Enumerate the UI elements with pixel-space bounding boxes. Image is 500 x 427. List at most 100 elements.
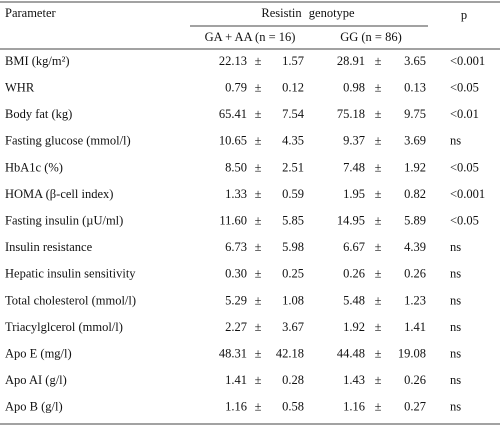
mean-1: 1.41 [225, 373, 247, 387]
p-value: ns [450, 267, 461, 281]
mean-2: 75.18 [337, 107, 365, 121]
mean-2: 0.98 [343, 80, 365, 94]
plus-minus: ± [255, 107, 262, 121]
sd-1: 1.08 [282, 293, 304, 307]
sd-1: 1.57 [282, 54, 304, 68]
plus-minus: ± [255, 320, 262, 334]
group-header: Resistin genotype [261, 6, 355, 20]
plus-minus: ± [255, 293, 262, 307]
parameter: Apo E (mg/l) [5, 346, 72, 360]
parameter: HbA1c (%) [5, 160, 63, 174]
sd-2: 0.26 [404, 267, 426, 281]
parameter: BMI (kg/m²) [5, 54, 70, 68]
sd-2: 3.65 [404, 54, 426, 68]
parameter: Body fat (kg) [5, 107, 72, 121]
p-value: ns [450, 293, 461, 307]
mean-2: 9.37 [343, 134, 365, 148]
p-value: ns [450, 240, 461, 254]
plus-minus: ± [375, 213, 382, 227]
mean-1: 48.31 [219, 346, 247, 360]
parameter: HOMA (β-cell index) [5, 187, 113, 201]
mean-2: 7.48 [343, 160, 365, 174]
parameter: Fasting glucose (mmol/l) [5, 134, 131, 148]
plus-minus: ± [255, 160, 262, 174]
plus-minus: ± [255, 267, 262, 281]
parameter: Apo AI (g/l) [5, 373, 67, 387]
sd-1: 4.35 [282, 134, 304, 148]
plus-minus: ± [255, 134, 262, 148]
plus-minus: ± [375, 160, 382, 174]
sd-1: 7.54 [282, 107, 305, 121]
sd-1: 0.12 [282, 80, 304, 94]
sd-1: 0.25 [282, 267, 304, 281]
mean-2: 1.95 [343, 187, 365, 201]
sd-2: 0.82 [404, 187, 426, 201]
plus-minus: ± [375, 320, 382, 334]
p-value: <0.05 [450, 213, 479, 227]
sd-2: 0.27 [404, 400, 426, 414]
parameter: Triacylglcerol (mmol/l) [5, 320, 123, 334]
mean-1: 0.30 [225, 267, 247, 281]
mean-2: 14.95 [337, 213, 365, 227]
mean-1: 22.13 [219, 54, 247, 68]
plus-minus: ± [255, 213, 262, 227]
p-value: ns [450, 134, 461, 148]
p-value: <0.05 [450, 160, 479, 174]
sd-1: 0.59 [282, 187, 304, 201]
plus-minus: ± [375, 80, 382, 94]
group-2-header: GG (n = 86) [340, 30, 402, 44]
p-value: ns [450, 320, 461, 334]
plus-minus: ± [375, 400, 382, 414]
sd-2: 1.23 [404, 293, 426, 307]
sd-2: 19.08 [398, 346, 426, 360]
mean-1: 0.79 [225, 80, 247, 94]
mean-1: 6.73 [225, 240, 247, 254]
mean-2: 28.91 [337, 54, 365, 68]
parameter: Hepatic insulin sensitivity [5, 267, 136, 281]
sd-1: 5.85 [282, 213, 304, 227]
sd-1: 3.67 [282, 320, 304, 334]
mean-1: 1.16 [225, 400, 247, 414]
sd-2: 9.75 [404, 107, 426, 121]
plus-minus: ± [255, 80, 262, 94]
mean-2: 44.48 [337, 346, 365, 360]
sd-2: 0.26 [404, 373, 426, 387]
plus-minus: ± [255, 187, 262, 201]
plus-minus: ± [255, 54, 262, 68]
parameter: Apo B (g/l) [5, 400, 63, 414]
mean-1: 11.60 [219, 213, 247, 227]
sd-2: 5.89 [404, 213, 426, 227]
parameter: Fasting insulin (µU/ml) [5, 213, 123, 227]
plus-minus: ± [375, 187, 382, 201]
parameter: Insulin resistance [5, 240, 93, 254]
plus-minus: ± [375, 373, 382, 387]
parameter-header: Parameter [5, 6, 57, 20]
mean-1: 5.29 [225, 293, 247, 307]
plus-minus: ± [375, 293, 382, 307]
mean-2: 0.26 [343, 267, 365, 281]
p-value: ns [450, 400, 461, 414]
mean-2: 1.16 [343, 400, 365, 414]
sd-2: 4.39 [404, 240, 426, 254]
mean-1: 65.41 [219, 107, 247, 121]
group-1-header: GA + AA (n = 16) [205, 30, 296, 44]
p-value: <0.001 [450, 187, 485, 201]
p-value: <0.05 [450, 80, 479, 94]
sd-1: 5.98 [282, 240, 304, 254]
p-value: <0.001 [450, 54, 485, 68]
plus-minus: ± [255, 400, 262, 414]
p-value: ns [450, 346, 461, 360]
sd-2: 0.13 [404, 80, 426, 94]
plus-minus: ± [375, 240, 382, 254]
p-header: p [461, 8, 467, 22]
mean-1: 1.33 [225, 187, 247, 201]
plus-minus: ± [255, 240, 262, 254]
mean-1: 10.65 [219, 134, 247, 148]
mean-1: 2.27 [225, 320, 247, 334]
plus-minus: ± [375, 267, 382, 281]
parameter: Total cholesterol (mmol/l) [5, 293, 136, 307]
plus-minus: ± [255, 373, 262, 387]
sd-2: 1.92 [404, 160, 426, 174]
mean-2: 1.43 [343, 373, 365, 387]
